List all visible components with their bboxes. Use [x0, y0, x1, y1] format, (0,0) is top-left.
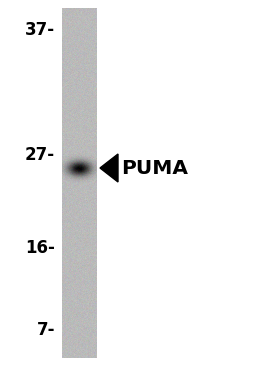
Text: 16-: 16- — [25, 239, 55, 257]
Text: 37-: 37- — [25, 21, 55, 39]
Polygon shape — [100, 154, 118, 182]
Text: 7-: 7- — [37, 321, 55, 339]
Text: PUMA: PUMA — [121, 159, 188, 178]
Text: 27-: 27- — [25, 146, 55, 164]
